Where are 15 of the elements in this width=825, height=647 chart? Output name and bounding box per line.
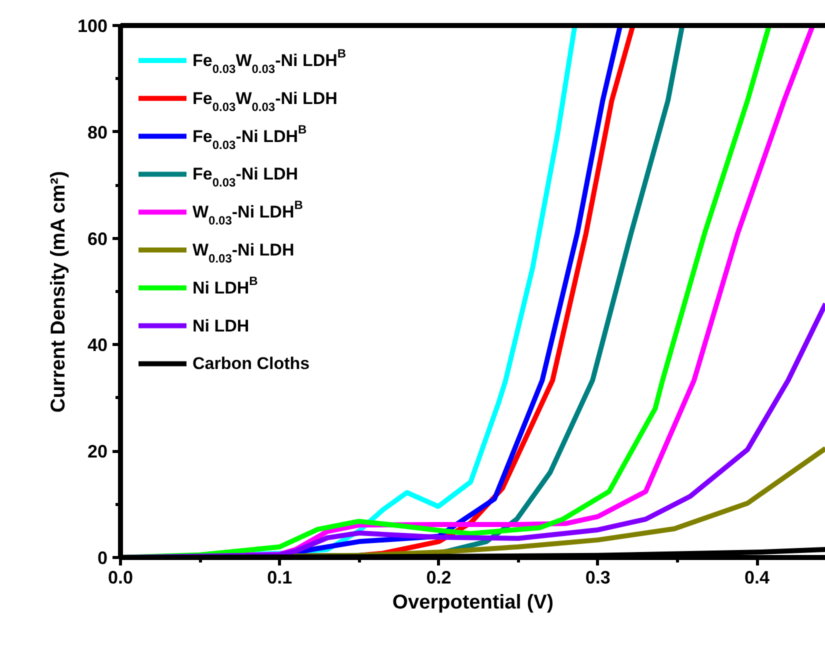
y-tick-label: 20 — [87, 442, 108, 462]
x-tick-label: 0.3 — [585, 568, 610, 588]
y-tick-label: 40 — [87, 335, 108, 356]
y-tick-label: 80 — [87, 122, 108, 142]
y-tick-label: 100 — [77, 16, 108, 36]
x-tick-label: 0.2 — [426, 568, 452, 588]
y-tick-label: 0 — [97, 548, 108, 568]
y-tick-label: 60 — [87, 228, 108, 249]
legend-label: Ni LDH — [192, 316, 250, 336]
x-tick-label: 0.0 — [108, 568, 134, 588]
x-tick-label: 0.1 — [267, 568, 292, 588]
y-axis-title: Current Density (mA cm²) — [47, 171, 70, 413]
legend-label: Carbon Cloths — [192, 354, 310, 374]
x-tick-label: 0.4 — [744, 568, 770, 588]
x-axis-title: Overpotential (V) — [392, 592, 554, 614]
